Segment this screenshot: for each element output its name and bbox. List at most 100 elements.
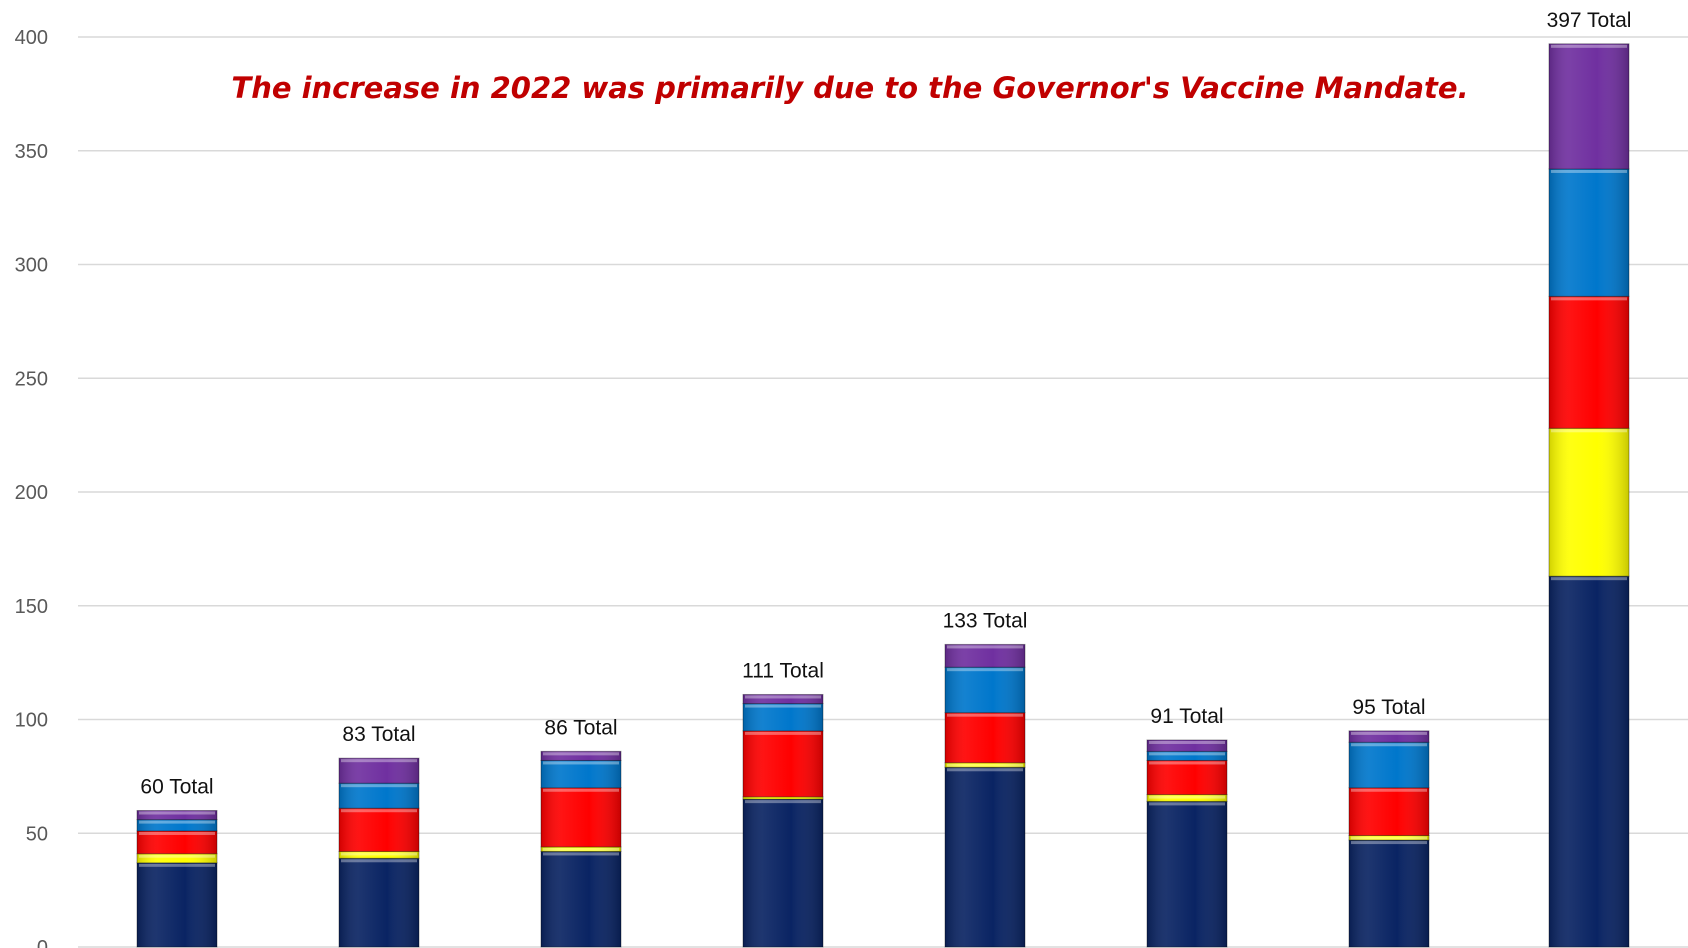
y-axis-tick-labels: 0 50 100 150 200 250 300 350 400 (15, 27, 48, 948)
bar-segment-shading (1549, 168, 1629, 297)
bar-segment-highlight (1551, 429, 1627, 433)
bar-segment-shading (541, 751, 621, 761)
bar-segment-shading (945, 712, 1025, 763)
bar-segment-highlight (745, 800, 821, 804)
gridlines (78, 36, 1688, 948)
bar-segment-highlight (139, 820, 215, 824)
bar-segment-shading (743, 796, 823, 800)
bar-segment-shading (743, 730, 823, 797)
bar-segment-highlight (543, 761, 619, 765)
bar-segment-highlight (341, 852, 417, 856)
bar-segment-highlight (1149, 740, 1225, 744)
bars (136, 43, 1630, 948)
bar-segment-highlight (1149, 752, 1225, 756)
bar-stack (1348, 730, 1430, 948)
bar-segment-shading (339, 858, 419, 947)
bar-stack (136, 810, 218, 948)
total-label: 111 Total (742, 659, 824, 682)
bar-stack (338, 757, 420, 948)
bar-segment-shading (1349, 835, 1429, 841)
bar-segment-shading (137, 819, 217, 831)
bar-segment-shading (743, 799, 823, 947)
bar-segment-highlight (745, 731, 821, 735)
bar-segment-shading (1349, 787, 1429, 836)
bar-segment-shading (743, 703, 823, 731)
total-label: 91 Total (1150, 705, 1223, 728)
bar-segment-shading (1147, 751, 1227, 761)
bar-segment-shading (1147, 760, 1227, 795)
bar-segment-shading (137, 830, 217, 854)
bar-segment-shading (137, 810, 217, 820)
bar-stack (742, 693, 824, 948)
bar-segment-shading (339, 851, 419, 859)
bar-segment-shading (1549, 576, 1629, 947)
bar-segment-highlight (139, 831, 215, 835)
chart-annotation: The increase in 2022 was primarily due t… (231, 71, 1468, 105)
bar-segment-highlight (745, 695, 821, 699)
bar-segment-shading (541, 851, 621, 947)
bar-segment-shading (743, 694, 823, 704)
y-tick-label: 250 (15, 368, 48, 390)
bar-segment-shading (945, 762, 1025, 768)
bar-segment-highlight (947, 768, 1023, 772)
bar-segment-highlight (341, 809, 417, 813)
bar-segment-highlight (341, 784, 417, 788)
bar-segment-highlight (1149, 761, 1225, 765)
bar-segment-highlight (139, 811, 215, 815)
bar-segment-highlight (1551, 44, 1627, 48)
bar-stack (1146, 739, 1228, 948)
bar-segment-highlight (947, 645, 1023, 649)
total-label: 95 Total (1352, 696, 1425, 719)
bar-segment-highlight (1351, 836, 1427, 840)
bar-segment-highlight (1149, 795, 1225, 799)
total-label: 60 Total (140, 776, 213, 799)
bar-segment-highlight (1351, 731, 1427, 735)
bar-segment-highlight (947, 713, 1023, 717)
bar-segment-highlight (1351, 788, 1427, 792)
bar-segment-shading (945, 667, 1025, 713)
bar-segment-highlight (745, 704, 821, 708)
bar-segment-highlight (139, 863, 215, 867)
bar-segment-shading (1147, 739, 1227, 752)
y-tick-label: 350 (15, 141, 48, 163)
y-tick-label: 100 (15, 710, 48, 732)
bar-segment-shading (137, 853, 217, 863)
y-tick-label: 0 (37, 937, 48, 948)
bar-segment-highlight (1551, 577, 1627, 581)
bar-segment-highlight (543, 852, 619, 856)
bar-stack (1548, 43, 1630, 948)
bar-segment-shading (1349, 730, 1429, 743)
bar-segment-highlight (947, 668, 1023, 672)
bar-segment-shading (1147, 801, 1227, 947)
bar-segment-shading (945, 644, 1025, 668)
bar-segment-shading (1349, 742, 1429, 788)
bar-segment-shading (541, 846, 621, 852)
bar-segment-highlight (341, 859, 417, 863)
bar-segment-shading (541, 760, 621, 788)
bar-segment-shading (945, 767, 1025, 947)
bar-segment-shading (339, 783, 419, 809)
bar-segment-highlight (543, 788, 619, 792)
bar-segment-shading (1549, 43, 1629, 169)
bar-segment-highlight (341, 759, 417, 763)
y-tick-label: 200 (15, 482, 48, 504)
bar-segment-shading (1147, 794, 1227, 802)
bar-segment-shading (1349, 840, 1429, 947)
total-labels: 60 Total 83 Total 86 Total 111 Total 133 Tot… (140, 9, 1631, 799)
total-label: 86 Total (544, 716, 617, 739)
bar-stack (540, 750, 622, 948)
bar-segment-shading (541, 787, 621, 847)
bar-segment-highlight (1149, 802, 1225, 806)
bar-segment-highlight (1351, 743, 1427, 747)
bar-segment-highlight (139, 854, 215, 858)
total-label: 133 Total (943, 609, 1028, 632)
bar-segment-shading (1549, 296, 1629, 429)
bar-segment-shading (339, 808, 419, 852)
y-tick-label: 400 (15, 27, 48, 49)
y-tick-label: 150 (15, 596, 48, 618)
bar-segment-highlight (1551, 297, 1627, 301)
bar-stack (944, 643, 1026, 948)
bar-segment-highlight (1551, 169, 1627, 173)
bar-segment-highlight (1351, 841, 1427, 845)
y-tick-label: 50 (26, 823, 48, 845)
